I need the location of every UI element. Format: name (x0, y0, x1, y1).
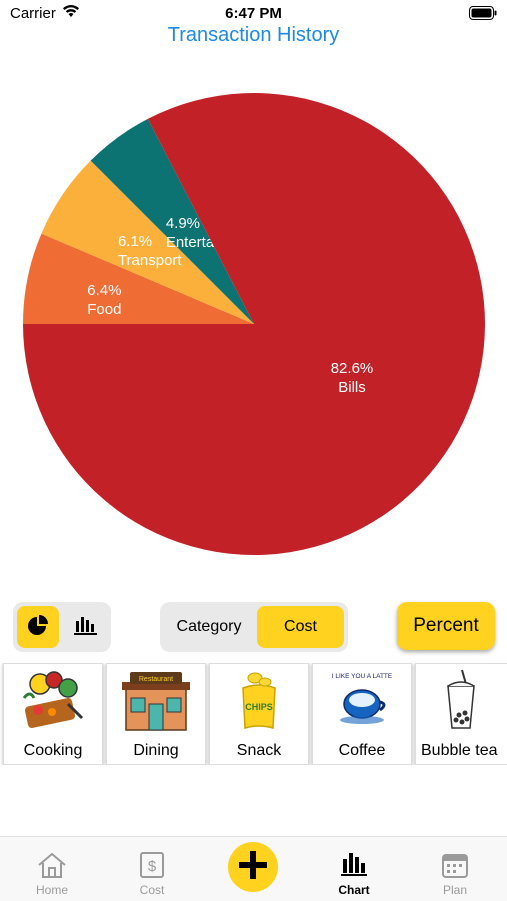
sort-cost-button[interactable]: Cost (257, 606, 344, 648)
home-icon (36, 851, 68, 884)
slice-category-label: Transport (118, 252, 182, 269)
category-snack[interactable]: CHIPS Snack (209, 663, 309, 765)
restaurant-icon: Restaurant (107, 666, 205, 734)
pie-chart-icon (26, 613, 50, 642)
category-bubble-tea[interactable]: Bubble tea (415, 663, 507, 765)
plus-icon (238, 850, 268, 885)
category-dining[interactable]: Restaurant Dining (106, 663, 206, 765)
slice-category-label: Food (87, 301, 121, 318)
slice-percent-label: 4.9% (166, 215, 200, 232)
bar-chart-icon (74, 615, 98, 640)
pie-slice-entertainment (90, 118, 255, 324)
pie-chart: 6.4%Food6.1%Transport4.9%Entertainment82… (23, 93, 485, 555)
coffee-latte-icon: I LIKE YOU A LATTE (313, 666, 411, 734)
tab-home[interactable]: Home (2, 837, 102, 901)
cooking-icon (4, 666, 102, 734)
battery-icon (469, 6, 497, 25)
pie-chart-button[interactable] (17, 606, 59, 648)
category-label: Cooking (23, 742, 83, 759)
dollar-icon: $ (139, 851, 165, 884)
svg-text:$: $ (148, 858, 157, 875)
tab-plan[interactable]: Plan (405, 837, 505, 901)
slice-percent-label: 82.6% (331, 360, 374, 377)
tab-label: Home (35, 883, 68, 897)
status-time: 6:47 PM (225, 5, 282, 22)
pie-slice-food (23, 233, 254, 324)
bar-chart-button[interactable] (65, 606, 107, 648)
category-label: Dining (133, 742, 179, 759)
slice-percent-label: 6.1% (118, 233, 152, 250)
pie-slice-transport (41, 160, 254, 324)
tab-chart[interactable]: Chart (304, 837, 404, 901)
chips-sign: CHIPS (245, 702, 273, 712)
tab-label: Chart (338, 883, 370, 897)
category-coffee[interactable]: I LIKE YOU A LATTE Coffee (312, 663, 412, 765)
calendar-icon (441, 851, 469, 884)
carrier-label: Carrier (10, 5, 56, 22)
category-label: Coffee (338, 742, 386, 759)
coffee-sign: I LIKE YOU A LATTE (332, 673, 393, 680)
bar-chart-icon (340, 851, 368, 882)
slice-category-label: Bills (338, 379, 366, 396)
slice-percent-label: 6.4% (87, 282, 121, 299)
tab-label: Cost (139, 883, 165, 897)
category-label: Bubble tea (421, 742, 498, 759)
add-transaction-button[interactable] (228, 842, 278, 892)
tab-label: Plan (442, 883, 468, 897)
chart-type-toggle (13, 602, 111, 652)
category-list: Cooking Restaurant Dining CHIPS Sna (0, 663, 507, 765)
percent-button[interactable]: Percent (397, 602, 495, 650)
restaurant-sign: Restaurant (139, 676, 173, 683)
sort-category-button[interactable]: Category (176, 618, 242, 635)
wifi-icon (62, 4, 80, 23)
category-label: Snack (236, 742, 282, 759)
bubble-tea-icon (416, 666, 506, 734)
category-cooking[interactable]: Cooking (3, 663, 103, 765)
tab-cost[interactable]: $ Cost (102, 837, 202, 901)
pie-slice-bills (23, 93, 485, 555)
page-title: Transaction History (167, 24, 340, 46)
status-bar: Carrier 6:47 PM (0, 0, 507, 28)
chips-icon: CHIPS (210, 666, 308, 734)
sort-toggle: Category Cost (160, 602, 348, 652)
